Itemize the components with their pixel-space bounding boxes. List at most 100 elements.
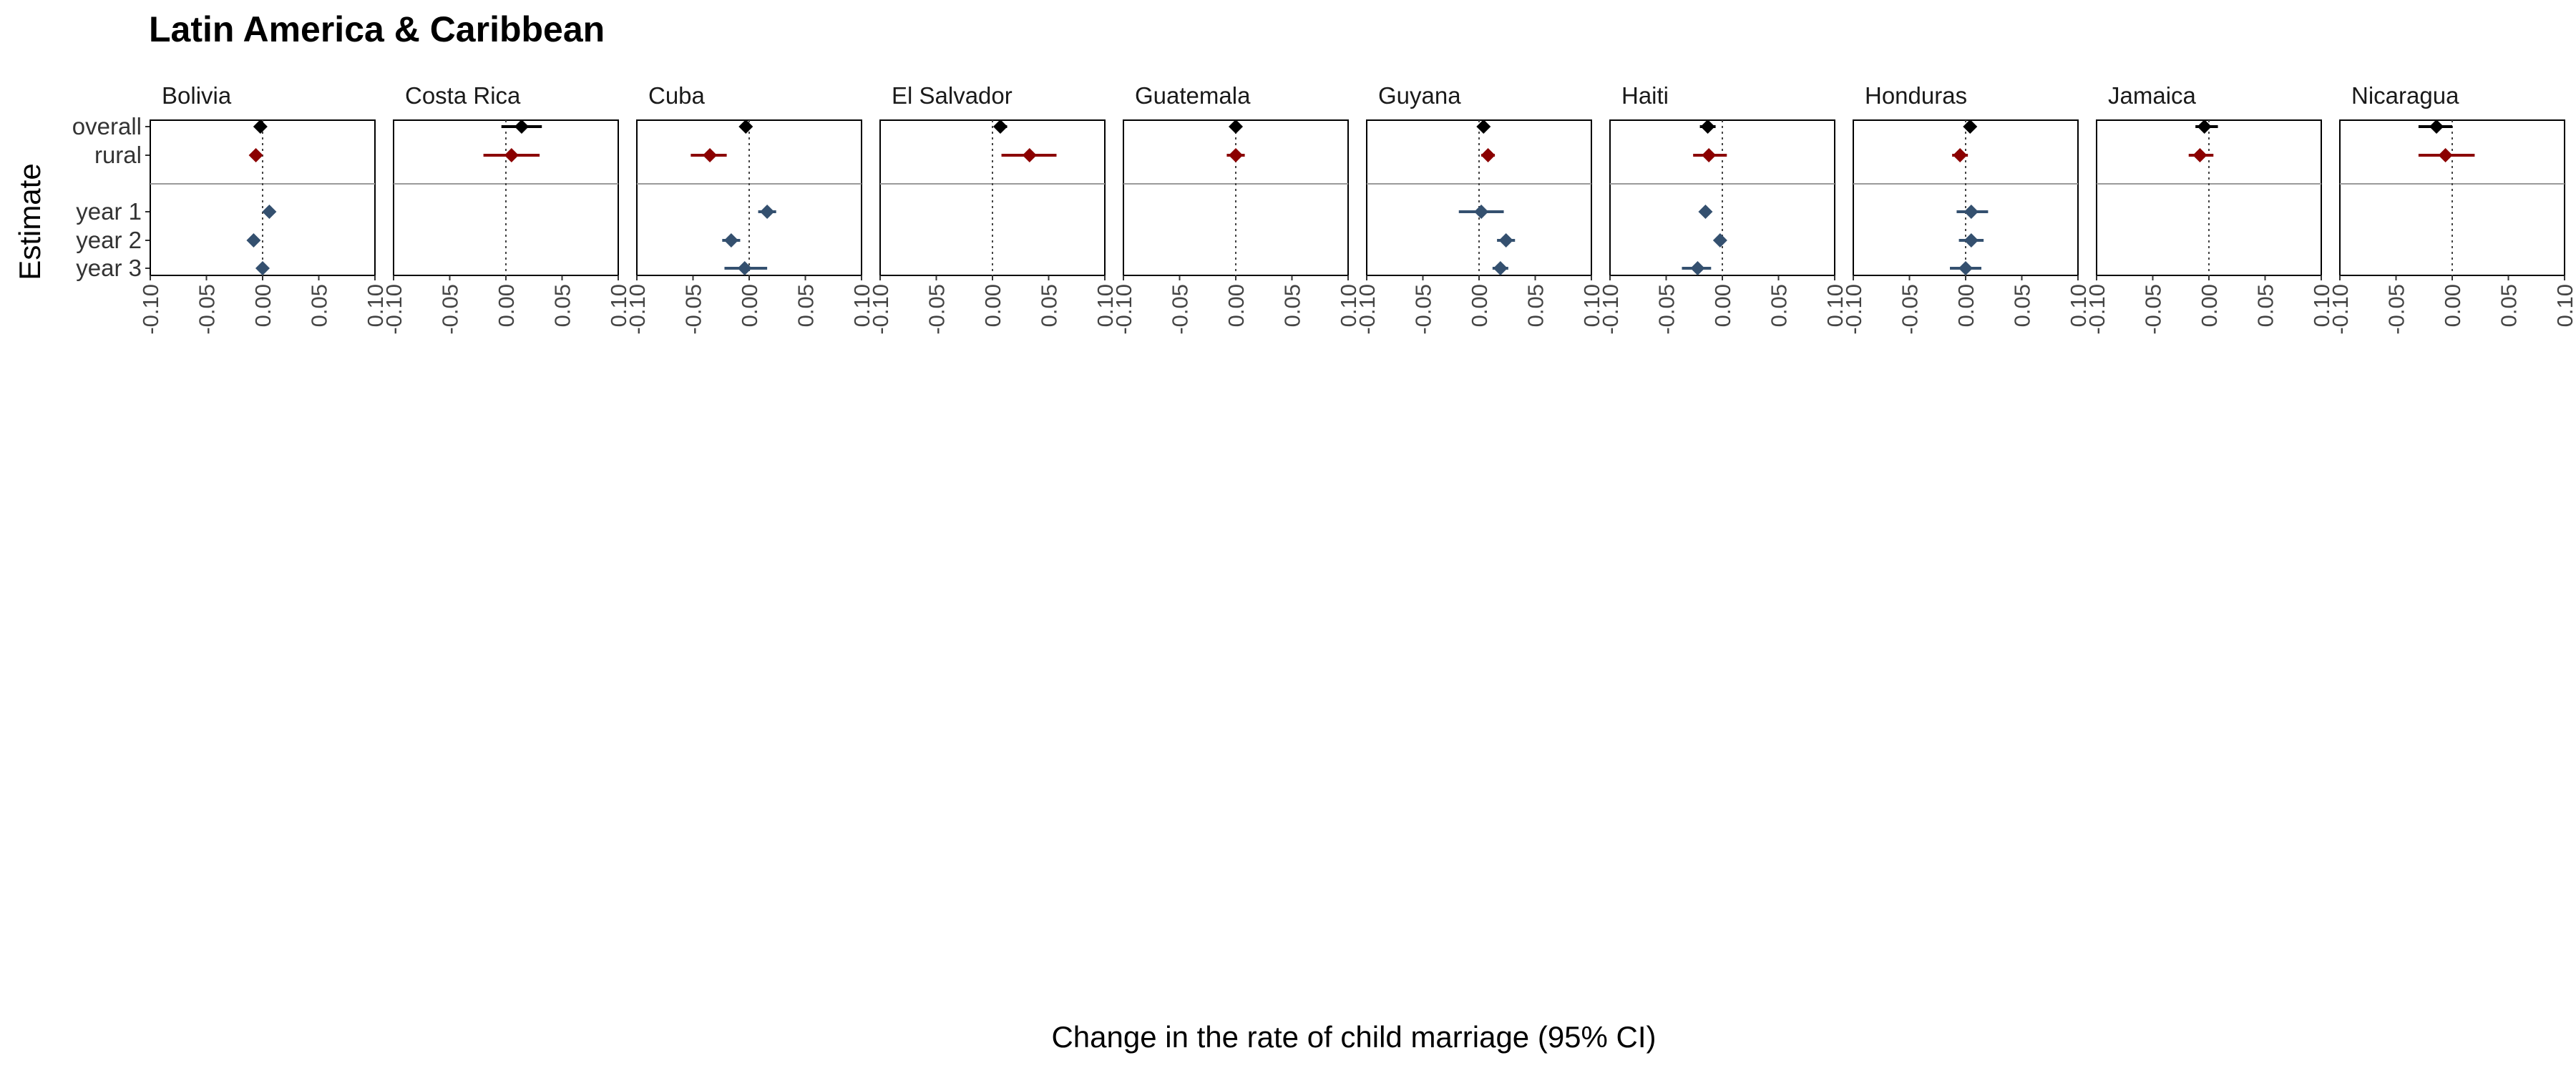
estimate-point <box>2192 148 2207 162</box>
x-tick-label: 0.00 <box>2197 284 2222 327</box>
estimate-point <box>1702 148 1717 162</box>
x-tick-label: 0.00 <box>980 284 1005 327</box>
estimate-point <box>992 119 1008 134</box>
y-tick-label: year 2 <box>76 227 142 253</box>
x-tick-label: -0.10 <box>868 284 893 335</box>
x-tick-label: 0.05 <box>1767 284 1792 327</box>
x-tick-label: 0.10 <box>849 284 874 327</box>
estimate-point <box>248 148 263 162</box>
panel-label: Cuba <box>648 82 706 109</box>
x-tick-label: -0.10 <box>1111 284 1136 335</box>
estimate-point <box>1953 148 1968 162</box>
x-tick-label: 0.10 <box>2552 284 2576 327</box>
x-axis: -0.10 -0.05 0.00 0.05 0.10 <box>868 275 1118 335</box>
x-tick-label: 0.10 <box>2066 284 2091 327</box>
estimate-point <box>1498 233 1513 248</box>
estimate-point <box>1229 148 1243 162</box>
estimate-point <box>1229 119 1243 134</box>
x-tick-label: 0.10 <box>1823 284 1848 327</box>
x-tick-label: 0.05 <box>794 284 819 327</box>
panel-frame <box>1853 119 2079 276</box>
estimate-point <box>1690 261 1705 275</box>
x-tick-label: 0.05 <box>2497 284 2522 327</box>
estimate-point <box>1493 261 1508 275</box>
estimate-point <box>1712 233 1727 248</box>
x-axis: -0.10 -0.05 0.00 0.05 0.10 <box>1598 275 1848 335</box>
facet-panel: Jamaica -0.10 -0.05 0.00 0.05 0.10 <box>2084 82 2334 335</box>
x-tick-label: -0.05 <box>1898 284 1923 335</box>
x-axis: -0.10 -0.05 0.00 0.05 0.10 <box>2084 275 2334 335</box>
estimate-point <box>262 205 277 219</box>
x-tick-label: 0.05 <box>550 284 575 327</box>
panel-label: El Salvador <box>892 82 1013 109</box>
x-axis: -0.10 -0.05 0.00 0.05 0.10 <box>625 275 874 335</box>
estimate-point <box>1022 148 1037 162</box>
x-tick-label: 0.05 <box>1280 284 1305 327</box>
x-tick-label: -0.10 <box>381 284 406 335</box>
x-tick-label: 0.00 <box>494 284 519 327</box>
panel-label: Haiti <box>1621 82 1669 109</box>
x-tick-label: -0.05 <box>2384 284 2409 335</box>
y-tick-label: year 3 <box>76 255 142 281</box>
estimate-point <box>1958 261 1973 275</box>
x-axis: -0.10 -0.05 0.00 0.05 0.10 <box>2328 275 2576 335</box>
x-tick-label: 0.00 <box>1710 284 1735 327</box>
estimate-point <box>255 261 270 275</box>
estimate-point <box>246 233 261 248</box>
estimate-point <box>2438 148 2453 162</box>
estimate-point <box>1963 119 1978 134</box>
x-tick-label: -0.10 <box>138 284 163 335</box>
facet-panel: Guyana -0.10 -0.05 0.00 0.05 0.10 <box>1355 82 1604 335</box>
estimate-point <box>737 261 752 275</box>
y-tick-label: overall <box>72 113 142 139</box>
estimate-point <box>1963 205 1979 219</box>
x-axis: -0.10 -0.05 0.00 0.05 0.10 <box>381 275 631 335</box>
facet-panel: Guatemala -0.10 -0.05 0.00 0.05 0.10 <box>1111 82 1361 335</box>
x-tick-label: 0.05 <box>2010 284 2035 327</box>
estimate-point <box>1963 233 1979 248</box>
x-tick-label: 0.10 <box>1093 284 1118 327</box>
x-tick-label: 0.00 <box>250 284 275 327</box>
panel-frame <box>393 119 619 276</box>
estimate-point <box>253 119 268 134</box>
x-axis: -0.10 -0.05 0.00 0.05 0.10 <box>138 275 388 335</box>
facet-panel: Haiti -0.10 -0.05 0.00 0.05 0.10 <box>1598 82 1848 335</box>
facet-panel: Honduras -0.10 -0.05 0.00 0.05 0.10 <box>1841 82 2091 335</box>
x-tick-label: 0.05 <box>307 284 332 327</box>
panel-frame <box>1366 119 1592 276</box>
estimate-point <box>514 119 529 134</box>
x-tick-label: -0.05 <box>681 284 706 335</box>
panel-frame <box>879 119 1106 276</box>
x-tick-label: 0.10 <box>2309 284 2334 327</box>
x-tick-label: 0.00 <box>2440 284 2465 327</box>
x-tick-label: -0.10 <box>2328 284 2353 335</box>
estimate-point <box>723 233 738 248</box>
x-tick-label: 0.05 <box>2253 284 2278 327</box>
x-tick-label: 0.00 <box>1953 284 1979 327</box>
x-tick-label: -0.05 <box>924 284 950 335</box>
estimate-point <box>703 148 718 162</box>
panel-label: Guatemala <box>1135 82 1251 109</box>
x-tick-label: -0.05 <box>1654 284 1679 335</box>
x-axis: -0.10 -0.05 0.00 0.05 0.10 <box>1841 275 2091 335</box>
facet-panel: Bolivia -0.10 -0.05 0.00 0.05 0.10 <box>138 82 388 335</box>
estimate-point <box>1700 119 1715 134</box>
x-tick-label: 0.00 <box>1467 284 1492 327</box>
x-tick-label: -0.10 <box>1355 284 1380 335</box>
estimate-point <box>2429 119 2444 134</box>
estimate-point <box>504 148 519 162</box>
panel-label: Bolivia <box>162 82 232 109</box>
panel-label: Guyana <box>1378 82 1461 109</box>
y-tick-label: rural <box>94 142 142 168</box>
x-tick-label: -0.05 <box>1411 284 1436 335</box>
x-axis-label: Change in the rate of child marriage (95… <box>1051 1020 1656 1054</box>
x-tick-label: 0.10 <box>1336 284 1361 327</box>
panel-frame <box>1609 119 1835 276</box>
x-tick-label: -0.05 <box>195 284 220 335</box>
facet-panel: Costa Rica -0.10 -0.05 0.00 0.05 0.10 <box>381 82 631 335</box>
x-tick-label: -0.05 <box>2141 284 2166 335</box>
x-tick-label: 0.05 <box>1523 284 1548 327</box>
